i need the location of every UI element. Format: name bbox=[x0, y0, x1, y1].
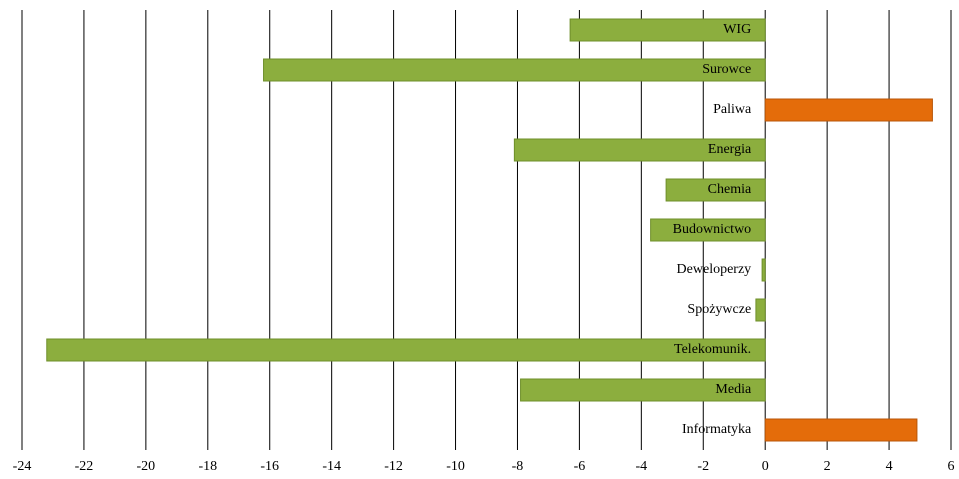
x-tick-label: -18 bbox=[198, 459, 217, 474]
bar bbox=[761, 258, 766, 282]
category-label: Telekomunik. bbox=[674, 342, 751, 357]
x-tick-label: 0 bbox=[762, 459, 769, 474]
x-tick-label: 4 bbox=[886, 459, 893, 474]
category-label: Budownictwo bbox=[673, 222, 752, 237]
x-tick-label: 6 bbox=[948, 459, 955, 474]
bar bbox=[46, 338, 766, 362]
x-tick-label: -2 bbox=[697, 459, 709, 474]
category-label: WIG bbox=[723, 22, 751, 37]
bar bbox=[263, 58, 766, 82]
x-tick-label: -8 bbox=[512, 459, 524, 474]
category-label: Paliwa bbox=[713, 102, 752, 117]
x-tick-label: -22 bbox=[75, 459, 94, 474]
x-tick-label: -6 bbox=[574, 459, 586, 474]
bar bbox=[569, 18, 766, 42]
x-tick-label: -20 bbox=[137, 459, 156, 474]
category-label: Surowce bbox=[702, 62, 751, 77]
bar bbox=[520, 378, 766, 402]
x-tick-label: -10 bbox=[446, 459, 465, 474]
bar bbox=[650, 218, 766, 242]
x-tick-label: -24 bbox=[13, 459, 32, 474]
x-tick-label: 2 bbox=[824, 459, 831, 474]
category-label: Energia bbox=[708, 142, 752, 157]
x-tick-label: -4 bbox=[635, 459, 647, 474]
x-tick-label: -14 bbox=[322, 459, 341, 474]
category-label: Spożywcze bbox=[687, 302, 751, 317]
bar bbox=[665, 178, 766, 202]
bar bbox=[755, 298, 766, 322]
bar bbox=[764, 98, 933, 122]
category-label: Informatyka bbox=[682, 422, 752, 437]
category-label: Chemia bbox=[708, 182, 752, 197]
x-tick-label: -12 bbox=[384, 459, 403, 474]
category-label: Media bbox=[715, 382, 752, 397]
bar bbox=[513, 138, 766, 162]
bar bbox=[764, 418, 918, 442]
x-tick-label: -16 bbox=[260, 459, 279, 474]
category-label: Deweloperzy bbox=[677, 262, 752, 277]
